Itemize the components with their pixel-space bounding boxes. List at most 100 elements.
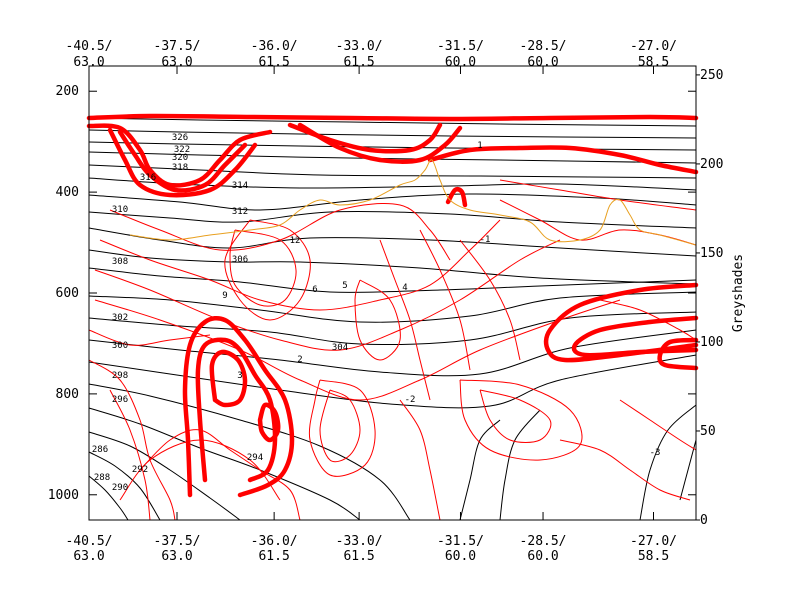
wind-contour-label-5: 5 bbox=[342, 281, 347, 291]
wind-contour-label-9: -1 bbox=[480, 235, 491, 245]
wind-contour-bold-5 bbox=[287, 122, 443, 154]
isentrope-line-2 bbox=[88, 129, 697, 139]
isentrope-label-292: 292 bbox=[132, 465, 148, 475]
isentrope-line-11 bbox=[88, 267, 697, 293]
isentrope-label-290: 290 bbox=[112, 483, 128, 493]
wind-contour-bold-7 bbox=[427, 145, 699, 175]
wind-contour-thin-13 bbox=[399, 399, 441, 521]
isentrope-line-8 bbox=[88, 211, 697, 229]
y2-tick-label-50: 50 bbox=[700, 424, 716, 439]
wind-contour-label-4: 4 bbox=[402, 283, 407, 293]
wind-contour-label-6: 6 bbox=[312, 285, 317, 295]
x-bottom-lat-label-7: 58.5 bbox=[638, 549, 669, 564]
isentrope-line-12 bbox=[88, 291, 697, 323]
wind-contour-thin-6 bbox=[229, 229, 297, 307]
isentrope-label-322: 322 bbox=[174, 145, 190, 155]
x-bottom-lat-label-1: 63.0 bbox=[73, 549, 104, 564]
x-bottom-lon-label-4: -33.0/ bbox=[336, 534, 383, 549]
isentrope-line-9 bbox=[88, 227, 697, 257]
x-bottom-lat-label-3: 61.5 bbox=[258, 549, 289, 564]
isentrope-line-15 bbox=[88, 354, 697, 409]
wind-contour-thin-11 bbox=[459, 379, 583, 461]
x-top-lat-label-7: 58.5 bbox=[638, 55, 669, 70]
x-top-lat-label-4: 61.5 bbox=[343, 55, 374, 70]
x-top-lat-label-3: 61.5 bbox=[258, 55, 289, 70]
isentrope-label-318: 318 bbox=[172, 163, 188, 173]
isentrope-label-308: 308 bbox=[112, 257, 128, 267]
wind-contour-thin-2 bbox=[99, 219, 501, 311]
isentrope-label-314: 314 bbox=[232, 181, 248, 191]
wind-contour-thin-23 bbox=[109, 389, 151, 521]
isentrope-line-21 bbox=[459, 419, 501, 521]
wind-contour-thin-4 bbox=[94, 299, 621, 401]
isentrope-label-320: 320 bbox=[172, 153, 188, 163]
x-bottom-lon-label-1: -40.5/ bbox=[66, 534, 113, 549]
wind-contour-thin-8 bbox=[319, 389, 361, 463]
isentrope-line-18 bbox=[88, 431, 241, 521]
y2-tick-label-250: 250 bbox=[700, 68, 723, 83]
isentrope-line-20 bbox=[88, 475, 129, 521]
wind-contour-thin-15 bbox=[419, 229, 471, 371]
wind-contour-label-11: -3 bbox=[650, 448, 661, 458]
wind-contour-bold-15 bbox=[257, 402, 281, 443]
y2-tick-label-100: 100 bbox=[700, 335, 723, 350]
isentrope-line-7 bbox=[88, 193, 697, 211]
isentrope-label-286: 286 bbox=[92, 445, 108, 455]
isentrope-label-300: 300 bbox=[112, 341, 128, 351]
wind-contour-thin-25 bbox=[619, 399, 697, 451]
isentrope-line-5 bbox=[88, 164, 697, 179]
x-bottom-lat-label-5: 60.0 bbox=[445, 549, 476, 564]
isentrope-label-288: 288 bbox=[94, 473, 110, 483]
x-top-lat-label-2: 63.0 bbox=[161, 55, 192, 70]
wind-contour-thin-14 bbox=[379, 239, 431, 401]
x-top-lat-label-6: 60.0 bbox=[527, 55, 558, 70]
highlight-contour bbox=[129, 159, 697, 246]
isentrope-label-312: 312 bbox=[232, 207, 248, 217]
isentrope-line-24 bbox=[679, 439, 697, 501]
wind-contour-label-1: 1 bbox=[477, 141, 482, 151]
wind-contour-thin-19 bbox=[139, 429, 301, 521]
y-tick-label-1000: 1000 bbox=[48, 488, 79, 503]
wind-contour-bold-3 bbox=[117, 129, 248, 193]
isentrope-line-10 bbox=[88, 249, 697, 285]
isentrope-label-296: 296 bbox=[112, 395, 128, 405]
isentrope-label-310: 310 bbox=[112, 205, 128, 215]
x-top-lat-label-5: 60.0 bbox=[445, 55, 476, 70]
wind-contour-thin-9 bbox=[308, 379, 376, 477]
y2-tick-label-200: 200 bbox=[700, 157, 723, 172]
x-bottom-lon-label-7: -27.0/ bbox=[630, 534, 677, 549]
wind-contour-thin-16 bbox=[459, 239, 521, 361]
isentrope-label-302: 302 bbox=[112, 313, 128, 323]
wind-contour-thin-10 bbox=[479, 389, 552, 443]
x-top-lon-label-7: -27.0/ bbox=[630, 39, 677, 54]
wind-contour-thin-3 bbox=[94, 239, 561, 351]
x-bottom-lon-label-6: -28.5/ bbox=[520, 534, 567, 549]
wind-contour-bold-4 bbox=[107, 127, 258, 198]
wind-contour-label-10: -2 bbox=[405, 395, 416, 405]
wind-contour-label-3: 3 bbox=[237, 371, 242, 381]
y-tick-label-400: 400 bbox=[56, 185, 79, 200]
wind-contour-bold-14 bbox=[209, 349, 248, 408]
wind-contour-thin-1 bbox=[109, 203, 451, 261]
wind-contour-bold-10 bbox=[571, 315, 699, 358]
y-tick-label-200: 200 bbox=[56, 84, 79, 99]
wind-contour-label-8: 12 bbox=[290, 236, 301, 246]
x-top-lon-label-4: -33.0/ bbox=[336, 39, 383, 54]
wind-contour-bold-6 bbox=[297, 122, 463, 164]
wind-contour-bold-2 bbox=[86, 123, 273, 188]
wind-contour-bold-11 bbox=[657, 337, 699, 371]
wind-contour-thin-18 bbox=[499, 179, 697, 211]
isentrope-line-23 bbox=[639, 404, 697, 521]
x-bottom-lon-label-5: -31.5/ bbox=[437, 534, 484, 549]
wind-contour-thin-22 bbox=[88, 359, 176, 521]
wind-contour-bold-13 bbox=[195, 337, 278, 483]
x-top-lon-label-5: -31.5/ bbox=[437, 39, 484, 54]
x-top-lon-label-6: -28.5/ bbox=[520, 39, 567, 54]
x-top-lat-label-1: 63.0 bbox=[73, 55, 104, 70]
y2-tick-label-150: 150 bbox=[700, 246, 723, 261]
isentrope-line-22 bbox=[499, 409, 541, 521]
wind-contour-label-2: 2 bbox=[297, 355, 302, 365]
x-top-lon-label-2: -37.5/ bbox=[154, 39, 201, 54]
isentrope-label-326: 326 bbox=[172, 133, 188, 143]
